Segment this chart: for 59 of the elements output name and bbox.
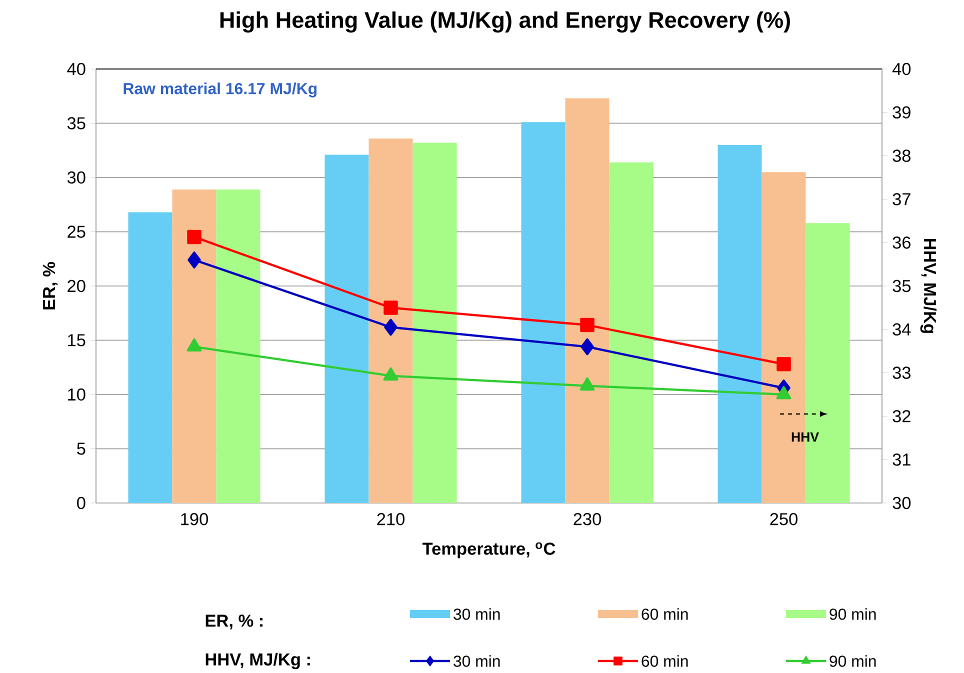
point bbox=[383, 367, 398, 381]
point bbox=[384, 318, 398, 336]
y-tick-label: 35 bbox=[67, 117, 86, 130]
y2-tick-label: 30 bbox=[892, 496, 911, 510]
bar bbox=[718, 144, 762, 503]
y-axis-title: ER, % bbox=[42, 262, 58, 310]
bar bbox=[324, 154, 369, 503]
x-tick-label: 210 bbox=[377, 513, 404, 526]
legend-label: 30 min bbox=[454, 608, 500, 620]
y2-tick-label: 38 bbox=[892, 150, 910, 162]
bar bbox=[128, 212, 172, 503]
y-tick-label: 40 bbox=[67, 62, 86, 76]
y-tick-label: 0 bbox=[77, 496, 86, 510]
bar bbox=[216, 189, 260, 503]
point bbox=[580, 338, 594, 356]
point bbox=[776, 356, 791, 372]
y-tick-label: 25 bbox=[68, 226, 86, 238]
x-tick-label: 230 bbox=[574, 513, 601, 526]
y2-tick-label: 31 bbox=[892, 453, 910, 466]
y2-tick-label: 36 bbox=[892, 236, 910, 249]
bar bbox=[609, 162, 654, 503]
y2-tick-label: 33 bbox=[892, 366, 910, 379]
legend-label: 90 min bbox=[830, 655, 876, 667]
x-tick-label: 250 bbox=[770, 513, 798, 526]
point bbox=[776, 386, 792, 400]
y2-tick-label: 37 bbox=[892, 193, 910, 206]
legend-label: 60 min bbox=[642, 608, 688, 620]
legend-label: 60 min bbox=[642, 655, 688, 667]
point bbox=[188, 251, 201, 268]
x-axis-title: Temperature, $^{o}$C bbox=[422, 542, 556, 558]
point bbox=[580, 377, 595, 391]
y2-tick-label: 32 bbox=[892, 410, 910, 422]
annotation: HHV bbox=[792, 432, 819, 442]
bar bbox=[368, 138, 413, 503]
y2-axis-title: HHV, MJ/Kg bbox=[920, 239, 937, 333]
text: HHV, MJ/Kg : bbox=[206, 652, 310, 670]
point bbox=[186, 338, 202, 352]
y2-tick-label: 35 bbox=[892, 280, 911, 292]
y-tick-label: 30 bbox=[67, 171, 86, 184]
point bbox=[187, 230, 202, 244]
x-tick-label: 190 bbox=[181, 513, 208, 526]
text: ER, % : bbox=[206, 614, 262, 630]
point bbox=[384, 300, 398, 315]
y2-tick-label: 34 bbox=[892, 323, 911, 336]
annotation: Raw material 16.17 MJ/Kg bbox=[124, 82, 317, 98]
legend-label: 30 min bbox=[454, 655, 500, 667]
y-tick-label: 20 bbox=[68, 280, 86, 292]
chart-title: High Heating Value (MJ/Kg) and Energy Recovery (%) bbox=[220, 11, 790, 33]
y-tick-label: 5 bbox=[77, 442, 86, 455]
bar bbox=[172, 189, 216, 503]
y-tick-label: 10 bbox=[68, 388, 86, 401]
bar bbox=[412, 142, 457, 503]
bar bbox=[521, 122, 566, 503]
legend-label: 90 min bbox=[830, 608, 876, 620]
y2-tick-label: 40 bbox=[892, 62, 911, 76]
y2-tick-label: 39 bbox=[892, 106, 910, 119]
point bbox=[580, 318, 594, 332]
bar bbox=[565, 98, 610, 503]
y-tick-label: 15 bbox=[68, 334, 86, 346]
